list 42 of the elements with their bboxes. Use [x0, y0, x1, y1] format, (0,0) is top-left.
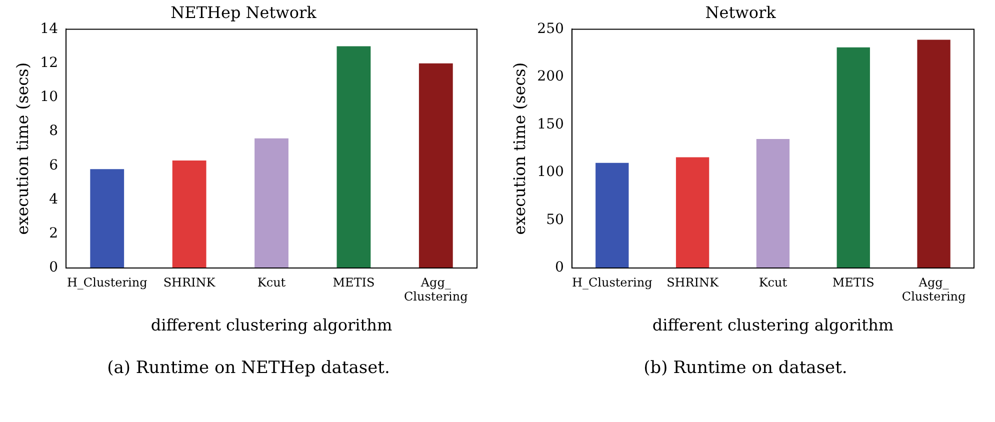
- x-tick-label: METIS: [832, 275, 874, 290]
- bar: [917, 40, 950, 268]
- bar: [336, 46, 371, 268]
- x-tick-label: METIS: [332, 275, 375, 290]
- x-tick-label: SHRINK: [163, 275, 216, 290]
- y-tick-label: 150: [537, 116, 564, 132]
- y-axis-title: execution time (secs): [510, 62, 529, 235]
- x-tick-label: H_Clustering: [66, 275, 148, 290]
- x-tick-label: H_Clustering: [572, 275, 653, 290]
- x-axis-title: different clustering algorithm: [150, 316, 392, 335]
- chart-title: Network: [705, 2, 776, 22]
- y-tick-label: 0: [555, 260, 564, 276]
- bar: [90, 169, 124, 268]
- x-tick-label: Kcut: [758, 275, 788, 290]
- bar: [172, 160, 206, 268]
- y-tick-label: 4: [49, 191, 58, 208]
- y-tick-label: 10: [40, 89, 58, 106]
- x-tick-label: Agg_ Clustering: [404, 275, 468, 304]
- y-tick-label: 14: [40, 20, 58, 37]
- bar: [756, 139, 790, 268]
- x-tick-label: Agg_ Clustering: [902, 275, 966, 304]
- x-axis-title: different clustering algorithm: [652, 316, 894, 335]
- bar: [596, 162, 629, 268]
- y-tick-label: 50: [546, 212, 564, 228]
- y-tick-label: 8: [49, 123, 58, 140]
- y-tick-label: 0: [49, 260, 58, 276]
- bar: [418, 63, 453, 268]
- y-tick-label: 12: [40, 54, 58, 71]
- bar: [836, 47, 870, 268]
- text: (b) Runtime on dataset.: [642, 358, 848, 378]
- text: (a) Runtime on NETHep dataset.: [106, 358, 391, 378]
- y-tick-label: 6: [49, 157, 58, 174]
- chart-title: NETHep Network: [170, 2, 317, 22]
- y-tick-label: 250: [537, 20, 564, 37]
- x-tick-label: SHRINK: [666, 275, 720, 290]
- y-tick-label: 2: [49, 226, 58, 242]
- y-axis-title: execution time (secs): [12, 62, 32, 235]
- bar: [676, 157, 710, 268]
- bar: [254, 138, 288, 268]
- x-tick-label: Kcut: [257, 275, 286, 290]
- y-tick-label: 100: [537, 164, 564, 180]
- y-tick-label: 200: [537, 68, 564, 85]
